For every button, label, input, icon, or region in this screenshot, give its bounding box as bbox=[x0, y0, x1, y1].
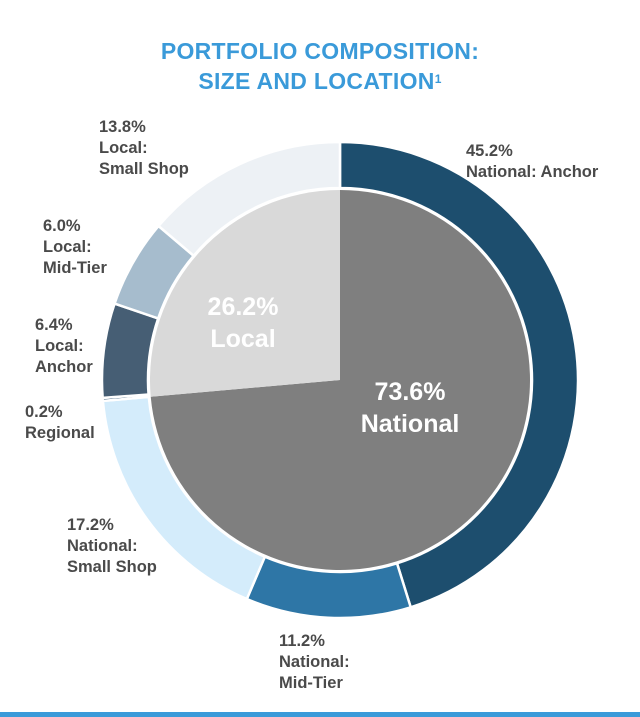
outer-slice-local-small-shop bbox=[156, 140, 342, 258]
inner-label-national: 73.6% National bbox=[361, 378, 460, 438]
outer-label-national-mid-tier: 11.2% National: Mid-Tier bbox=[279, 632, 350, 692]
outer-label-national-small-shop: 17.2% National: Small Shop bbox=[67, 516, 157, 576]
title-line-2-text: SIZE AND LOCATION bbox=[198, 68, 435, 94]
inner-label-local: 26.2% Local bbox=[208, 293, 279, 353]
inner-pie bbox=[150, 190, 530, 570]
outer-label-local-small-shop: 13.8% Local: Small Shop bbox=[99, 118, 189, 178]
chart-title: PORTFOLIO COMPOSITION: SIZE AND LOCATION… bbox=[0, 36, 640, 96]
outer-ring bbox=[100, 140, 580, 620]
outer-label-local-anchor: 6.4% Local: Anchor bbox=[35, 316, 93, 376]
title-line-1: PORTFOLIO COMPOSITION: bbox=[160, 38, 480, 64]
outer-label-regional: 0.2% Regional bbox=[25, 403, 95, 442]
outer-slice-national-anchor bbox=[338, 140, 580, 609]
inner-labels: 73.6% National 26.2% Local bbox=[208, 293, 460, 438]
outer-slice-local-anchor bbox=[100, 302, 160, 400]
outer-label-local-mid-tier: 6.0% Local: Mid-Tier bbox=[43, 217, 107, 277]
outer-label-national-anchor: 45.2% National: Anchor bbox=[466, 142, 599, 181]
title-line-2: SIZE AND LOCATION1 bbox=[0, 66, 640, 96]
title-footnote-mark: 1 bbox=[434, 72, 442, 86]
inner-slice-local bbox=[150, 190, 340, 397]
bottom-accent-bar bbox=[0, 712, 640, 717]
inner-slice-national bbox=[150, 190, 530, 570]
